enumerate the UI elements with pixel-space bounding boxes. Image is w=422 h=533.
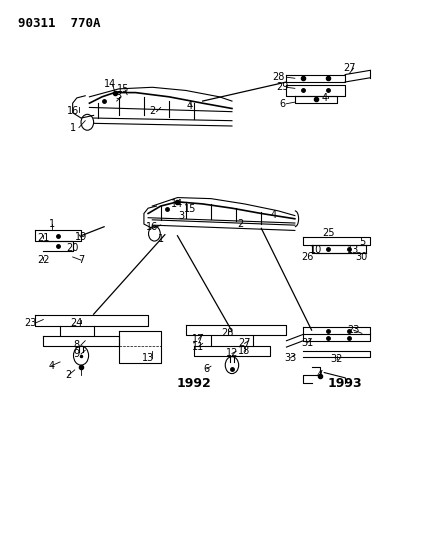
Text: 4: 4: [187, 101, 193, 111]
Text: 31: 31: [301, 338, 314, 348]
Text: 1993: 1993: [328, 377, 362, 390]
Text: 2: 2: [237, 219, 243, 229]
Text: 29: 29: [276, 82, 289, 92]
Text: 3: 3: [116, 91, 122, 101]
Text: 3: 3: [179, 211, 185, 221]
Text: 28: 28: [222, 328, 234, 338]
Text: 27: 27: [238, 338, 251, 349]
Text: 23: 23: [347, 325, 360, 335]
Text: 26: 26: [301, 252, 314, 262]
Text: 21: 21: [37, 233, 49, 243]
Text: 1: 1: [49, 219, 55, 229]
Text: 20: 20: [67, 243, 79, 253]
Text: 2: 2: [65, 370, 72, 380]
Text: 24: 24: [70, 318, 83, 328]
Text: 33: 33: [284, 353, 297, 362]
Text: 16: 16: [67, 106, 79, 116]
Text: 22: 22: [37, 255, 49, 265]
Text: 13: 13: [347, 245, 360, 255]
Text: 14: 14: [104, 78, 116, 88]
Text: 30: 30: [356, 252, 368, 262]
Text: 27: 27: [343, 63, 356, 72]
Text: 7: 7: [78, 255, 84, 265]
Text: 23: 23: [24, 318, 37, 328]
Text: 15: 15: [184, 204, 196, 214]
Text: 6: 6: [204, 364, 210, 374]
Text: 17: 17: [192, 334, 205, 344]
Text: 12: 12: [226, 349, 238, 359]
Text: 6: 6: [279, 99, 285, 109]
Text: 25: 25: [322, 228, 335, 238]
Text: 1: 1: [158, 235, 164, 245]
Text: 11: 11: [192, 342, 205, 352]
Text: 5: 5: [359, 237, 365, 247]
Text: 13: 13: [142, 353, 154, 362]
Text: 9: 9: [74, 349, 80, 359]
Text: 28: 28: [272, 72, 284, 82]
Text: 16: 16: [146, 222, 158, 232]
Text: 4: 4: [271, 209, 277, 220]
Text: 90311  770A: 90311 770A: [18, 17, 101, 30]
Text: 10: 10: [310, 245, 322, 255]
Text: 1: 1: [70, 123, 76, 133]
Text: 8: 8: [74, 340, 80, 350]
Text: 2: 2: [149, 106, 155, 116]
Text: 15: 15: [117, 84, 129, 94]
Text: 32: 32: [330, 354, 343, 364]
Text: 14: 14: [171, 199, 184, 209]
Text: 1992: 1992: [177, 377, 211, 390]
Text: 4: 4: [49, 361, 55, 370]
Text: 19: 19: [75, 232, 87, 243]
Text: 4: 4: [321, 93, 327, 103]
Text: 4: 4: [317, 370, 323, 380]
Text: 18: 18: [238, 346, 251, 356]
